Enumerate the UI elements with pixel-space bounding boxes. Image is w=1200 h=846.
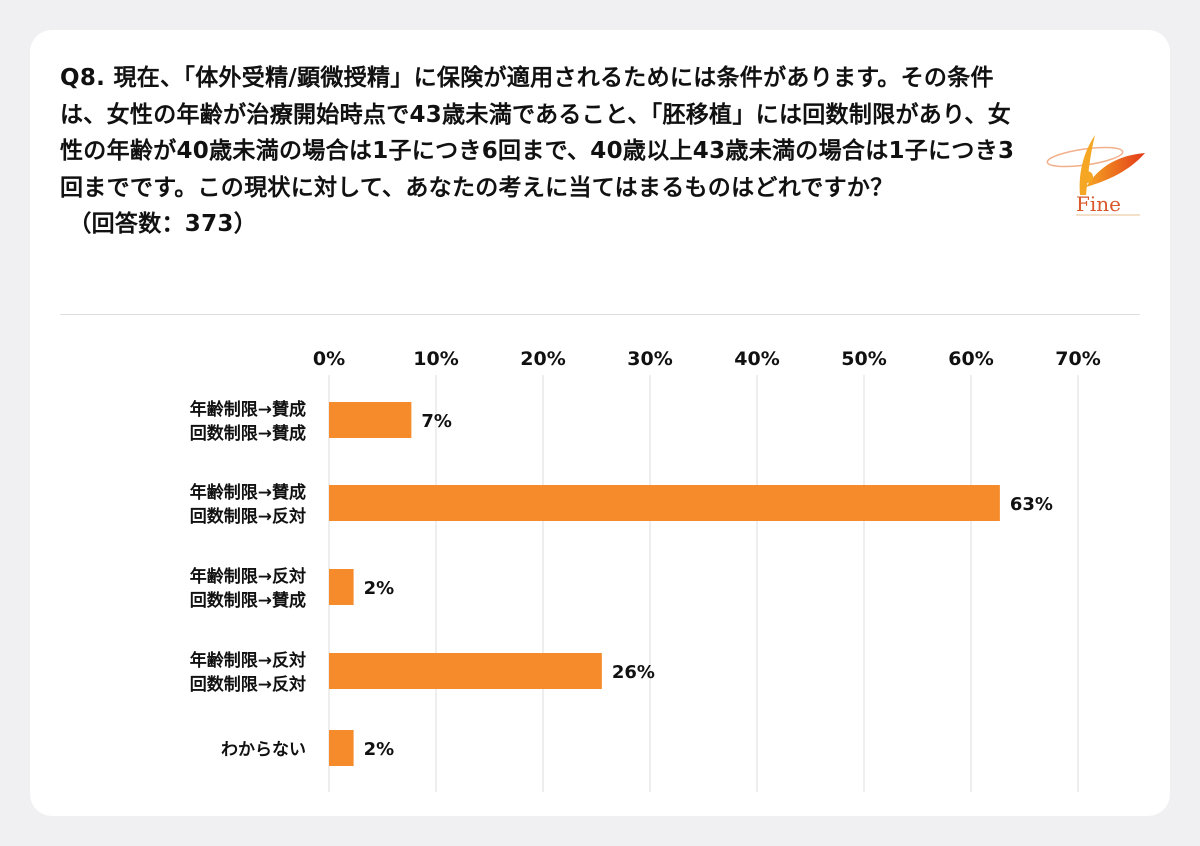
- category-label: 回数制限→反対: [190, 674, 306, 695]
- tick-label: 10%: [413, 348, 458, 370]
- category-label: 回数制限→賛成: [190, 423, 306, 444]
- data-label: 2%: [364, 739, 395, 760]
- data-label: 2%: [364, 578, 395, 599]
- bar: [329, 402, 412, 438]
- tick-label: 50%: [841, 348, 886, 370]
- question-text: Q8. 現在、「体外受精/顕微授精」に保険が適用されるためには条件があります。そ…: [60, 65, 1015, 201]
- category-label: 回数制限→反対: [190, 506, 306, 527]
- chart-title: Q8. 現在、「体外受精/顕微授精」に保険が適用されるためには条件があります。そ…: [60, 60, 1020, 243]
- bar: [329, 653, 602, 689]
- category-label: 年齢制限→賛成: [190, 399, 306, 420]
- category-label: 回数制限→賛成: [190, 590, 306, 611]
- bar: [329, 569, 354, 605]
- tick-label: 0%: [313, 348, 345, 370]
- logo-text: Fine: [1076, 192, 1121, 216]
- data-label: 7%: [421, 411, 452, 432]
- bar: [329, 485, 1000, 521]
- category-label: 年齢制限→反対: [190, 650, 306, 671]
- divider: [60, 314, 1140, 315]
- bar: [329, 730, 354, 766]
- tick-label: 40%: [734, 348, 779, 370]
- fine-logo: Fine: [1040, 125, 1150, 220]
- data-label: 26%: [612, 662, 655, 683]
- category-label: 年齢制限→賛成: [190, 482, 306, 503]
- tick-label: 60%: [948, 348, 993, 370]
- tick-label: 20%: [520, 348, 565, 370]
- tick-label: 70%: [1055, 348, 1100, 370]
- category-label: 年齢制限→反対: [190, 566, 306, 587]
- tick-label: 30%: [627, 348, 672, 370]
- response-count: （回答数：373）: [68, 211, 258, 237]
- category-label: わからない: [221, 740, 306, 760]
- data-label: 63%: [1010, 494, 1053, 515]
